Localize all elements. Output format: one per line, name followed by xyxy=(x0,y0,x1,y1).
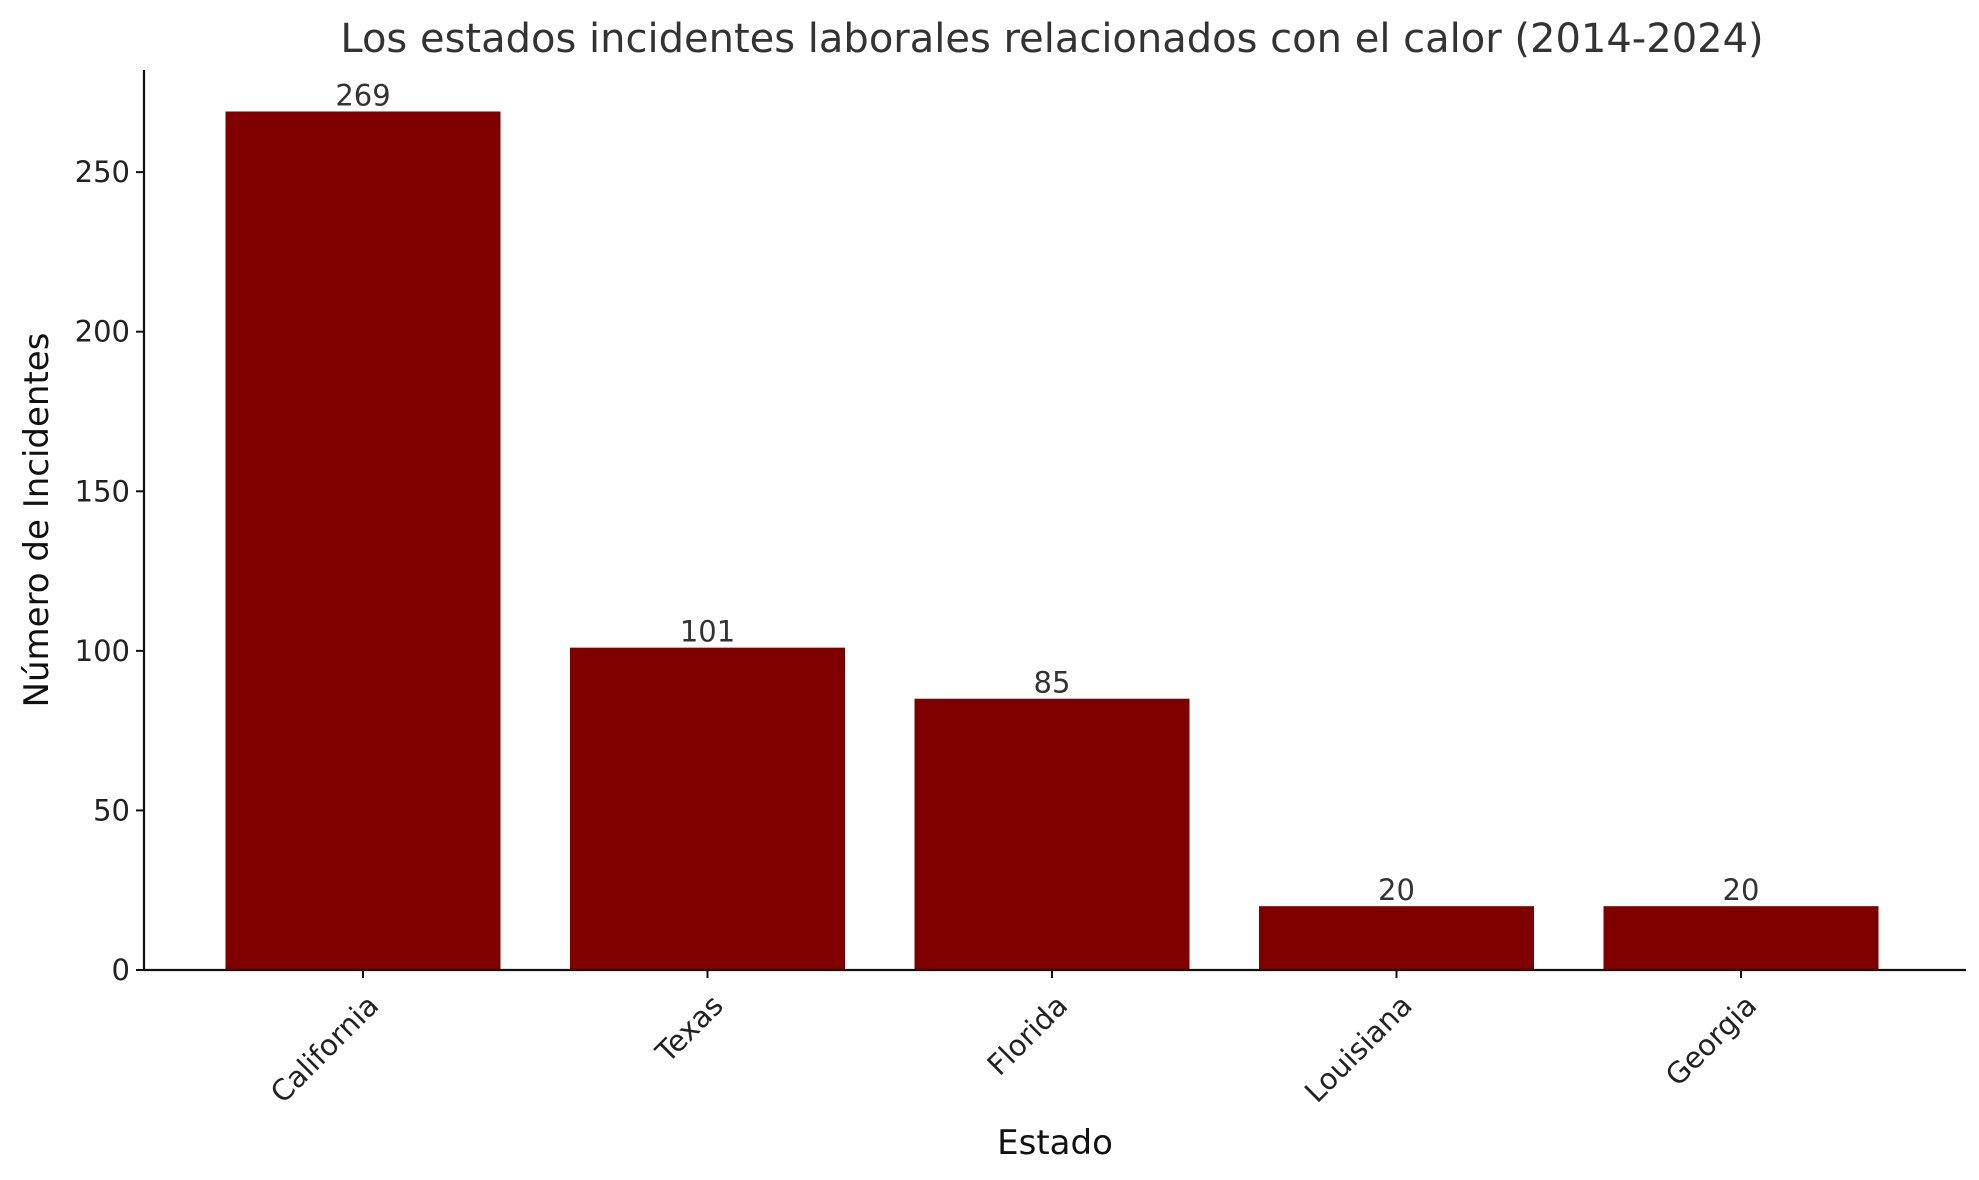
y-tick-label-100: 100 xyxy=(75,634,130,668)
bar-louisiana xyxy=(1259,906,1534,970)
y-axis-ticks: 0 50 100 150 200 250 xyxy=(75,155,144,987)
x-tick-label-florida: Florida xyxy=(980,988,1074,1082)
x-axis-title: Estado xyxy=(997,1123,1113,1163)
y-axis-title: Número de Incidentes xyxy=(17,333,57,708)
x-tick-label-louisiana: Louisiana xyxy=(1298,988,1419,1109)
x-tick-label-georgia: Georgia xyxy=(1659,988,1763,1092)
data-label-louisiana: 20 xyxy=(1378,873,1415,907)
y-tick-label-150: 150 xyxy=(75,474,130,508)
bar-florida xyxy=(914,698,1190,970)
data-label-texas: 101 xyxy=(680,615,735,649)
chart-title: Los estados incidentes laborales relacio… xyxy=(340,16,1763,62)
bar-georgia xyxy=(1603,906,1879,970)
y-tick-label-200: 200 xyxy=(75,315,130,349)
bar-california xyxy=(225,111,501,970)
data-labels-layer: 269 101 85 20 20 xyxy=(335,78,1759,907)
bar-texas xyxy=(570,647,845,970)
x-tick-label-california: California xyxy=(264,988,385,1109)
data-label-georgia: 20 xyxy=(1723,873,1760,907)
y-tick-label-250: 250 xyxy=(75,155,130,189)
y-tick-label-50: 50 xyxy=(93,793,130,827)
x-axis-ticks: California Texas Florida Louisiana Georgia xyxy=(264,970,1763,1110)
bars-layer xyxy=(225,111,1879,970)
x-tick-label-texas: Texas xyxy=(648,988,729,1069)
y-tick-label-0: 0 xyxy=(112,953,130,987)
data-label-california: 269 xyxy=(335,78,390,112)
data-label-florida: 85 xyxy=(1034,666,1071,700)
